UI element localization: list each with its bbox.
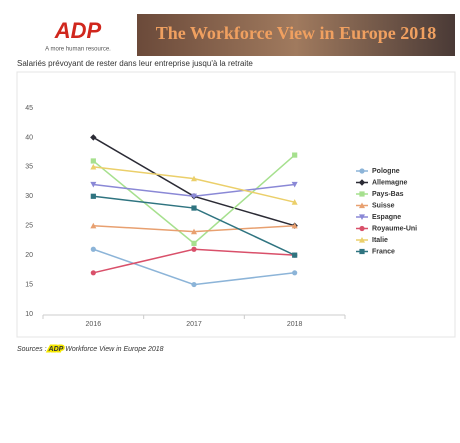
source-brand: ADP <box>48 346 64 353</box>
legend-label: Espagne <box>372 214 401 221</box>
marker <box>191 193 197 200</box>
marker <box>292 270 298 276</box>
legend-label: Pologne <box>372 168 400 175</box>
marker <box>90 193 96 199</box>
y-tick-label: 45 <box>25 105 33 112</box>
marker <box>359 214 365 220</box>
marker <box>191 175 197 182</box>
marker <box>359 225 365 232</box>
y-tick-label: 40 <box>25 134 33 141</box>
marker <box>292 152 298 158</box>
legend-label: Royaume-Uni <box>372 225 417 232</box>
marker <box>191 246 197 252</box>
y-tick-label: 15 <box>25 281 33 288</box>
marker <box>191 228 197 235</box>
y-tick-label: 25 <box>25 223 33 230</box>
x-tick-label: 2018 <box>287 321 303 328</box>
marker <box>90 158 96 164</box>
marker <box>359 168 365 174</box>
marker <box>191 205 197 211</box>
marker <box>90 270 96 276</box>
marker <box>191 240 197 246</box>
marker <box>291 222 298 229</box>
banner: The Workforce View in Europe 2018 <box>156 23 437 43</box>
marker <box>359 248 365 255</box>
series-line <box>93 248 295 274</box>
legend-label: Allemagne <box>372 179 408 186</box>
series-line <box>93 195 295 256</box>
legend-label: Suisse <box>372 202 395 209</box>
y-tick-label: 20 <box>25 252 33 259</box>
x-tick-label: 2016 <box>86 321 102 328</box>
marker <box>359 191 365 197</box>
legend-label: Pays-Bas <box>372 191 404 198</box>
tagline: A more human resource. <box>45 47 111 53</box>
marker <box>90 163 97 170</box>
marker <box>359 237 365 243</box>
marker <box>90 134 97 141</box>
marker <box>90 246 96 252</box>
source-prefix: Sources : <box>17 346 47 353</box>
marker <box>359 202 365 209</box>
source-rest: Workforce View in Europe 2018 <box>65 346 163 353</box>
banner-bg <box>137 14 455 56</box>
marker <box>291 181 298 188</box>
y-tick-label: 10 <box>25 311 33 318</box>
marker <box>90 222 97 229</box>
legend-label: France <box>372 248 395 255</box>
logo: ADP <box>54 18 102 43</box>
chart-frame <box>16 71 456 338</box>
x-tick-label: 2017 <box>186 321 202 328</box>
marker <box>90 181 97 188</box>
series-line <box>93 248 295 286</box>
y-tick-label: 35 <box>25 164 33 171</box>
marker <box>292 252 298 258</box>
legend-label: Italie <box>372 237 388 244</box>
source: Sources : ADP Workforce View in Europe 2… <box>17 346 164 353</box>
marker <box>191 281 197 288</box>
marker <box>291 199 298 205</box>
chart-title: Salariés prévoyant de rester dans leur e… <box>17 59 253 68</box>
marker <box>358 179 366 186</box>
y-tick-label: 30 <box>25 193 33 200</box>
